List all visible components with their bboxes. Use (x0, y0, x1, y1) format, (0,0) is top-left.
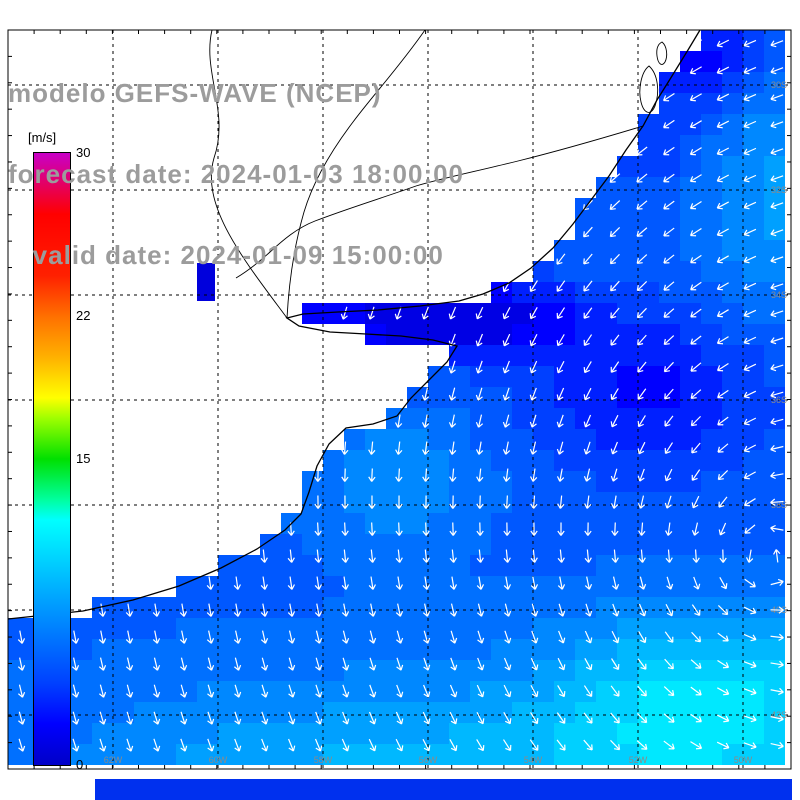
colorbar-gradient (33, 152, 71, 766)
colorbar-tick-label: 30 (76, 145, 91, 160)
svg-text:30S: 30S (771, 80, 787, 90)
inland-lakes (197, 263, 215, 301)
svg-text:56W: 56W (419, 755, 438, 765)
svg-text:54W: 54W (524, 755, 543, 765)
svg-text:52W: 52W (629, 755, 648, 765)
colorbar-tick-label: 15 (76, 451, 91, 466)
svg-text:42S: 42S (771, 710, 787, 720)
wind-arrows (17, 39, 784, 752)
svg-text:62W: 62W (104, 755, 123, 765)
colorbar-tick-label: 0 (76, 757, 84, 772)
colorbar-tick-label: 22 (76, 308, 91, 324)
header: modelo GEFS-WAVE (NCEP) forecast date: 2… (8, 26, 464, 323)
svg-text:50W: 50W (734, 755, 753, 765)
coastline-group (7, 29, 701, 620)
lagoon-outline (656, 41, 668, 65)
map-frame (7, 29, 792, 770)
svg-text:38S: 38S (771, 500, 787, 510)
graticule (8, 30, 791, 769)
lagoon-outline (639, 65, 659, 113)
river-line (415, 125, 644, 187)
model-title: modelo GEFS-WAVE (NCEP) (8, 78, 382, 108)
river-line (235, 185, 417, 279)
svg-text:36S: 36S (771, 395, 787, 405)
wind-speed-cells (8, 30, 785, 765)
bottom-bar (95, 779, 792, 800)
river-line (286, 29, 426, 319)
svg-text:60W: 60W (209, 755, 228, 765)
river-line (209, 29, 288, 319)
colorbar-unit-label: [m/s] (28, 130, 57, 145)
svg-text:32S: 32S (771, 185, 787, 195)
valid-date: valid date: 2024-01-09 15:00:00 (8, 240, 444, 270)
forecast-date: forecast date: 2024-01-03 18:00:00 (8, 159, 465, 189)
svg-text:58W: 58W (314, 755, 333, 765)
coastline (7, 29, 701, 620)
svg-text:34S: 34S (771, 290, 787, 300)
